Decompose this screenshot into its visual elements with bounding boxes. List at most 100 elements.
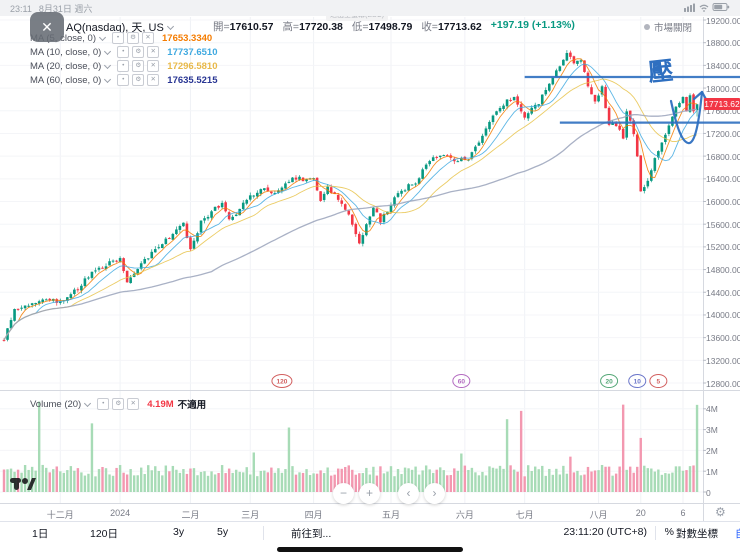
indicator-label: MA (60, close, 0) (30, 74, 102, 86)
volume-label: Volume (20) (30, 398, 82, 410)
symbol-name: AQ(nasdaq), 天, US (66, 22, 164, 34)
circled-number-annotation[interactable]: 60 (452, 374, 471, 388)
chevron-down-icon (84, 399, 92, 407)
time-tick-label: 三月 (241, 510, 260, 520)
price-tick-label: 15200.00 (706, 242, 740, 253)
time-tick-label: 20 (635, 508, 646, 518)
scroll-left-button[interactable]: ‹ (398, 483, 419, 504)
price-tick-label: 18400.00 (706, 60, 740, 71)
status-date: 8月31日 週六 (38, 3, 93, 14)
indicator-visibility-icon[interactable]: • (117, 60, 130, 72)
price-tick-label: 16000.00 (706, 197, 740, 207)
svg-text:10: 10 (634, 379, 642, 386)
indicator-visibility-icon[interactable]: • (117, 74, 130, 86)
circled-number-annotation[interactable]: 5 (649, 374, 668, 388)
time-tick-label: 二月 (181, 510, 200, 520)
chevron-down-icon (104, 61, 112, 69)
home-indicator[interactable] (277, 547, 463, 552)
price-tick-label: 18000.00 (706, 83, 740, 94)
volume-tick-label: 3M (706, 425, 718, 436)
indicator-value: 17296.5810 (167, 60, 218, 72)
zoom-in-button[interactable]: + (359, 483, 380, 504)
volume-tick-label: 0 (706, 487, 711, 498)
price-tick-label: 14800.00 (706, 265, 740, 276)
range-button-5y[interactable]: 5y (217, 526, 229, 538)
range-button-1d[interactable]: 1日 (32, 528, 49, 540)
indicator-settings-icon[interactable]: ⚙ (132, 46, 145, 58)
ohlc-item: 開=17610.57 (213, 21, 274, 33)
time-tick-label: 2024 (110, 508, 131, 518)
market-status-dot-icon (643, 24, 650, 30)
price-tick-label: 19200.00 (706, 15, 740, 26)
price-tick-label: 12800.00 (706, 378, 740, 389)
indicator-value: 17635.5215 (167, 74, 218, 86)
price-tick-label: 13600.00 (706, 333, 740, 344)
percent-scale-button[interactable]: % (664, 526, 674, 538)
time-tick-label: 四月 (304, 510, 323, 520)
indicator-settings-icon[interactable]: ⚙ (127, 32, 139, 44)
circled-number-annotation[interactable]: 10 (628, 374, 647, 388)
price-tick-label: 14000.00 (706, 310, 740, 321)
volume-na: 不適用 (177, 400, 207, 411)
indicator-row[interactable]: MA (5, close, 0) • ⚙ ✕ 17653.3340 (30, 32, 212, 44)
battery-icon (712, 3, 730, 11)
svg-text:120: 120 (276, 379, 287, 386)
tradingview-logo[interactable] (10, 474, 36, 492)
range-button-3y[interactable]: 3y (173, 526, 185, 538)
indicator-settings-icon[interactable]: ⚙ (132, 74, 145, 86)
last-price-tag: 17713.62 (704, 98, 740, 111)
indicator-value: 17737.6510 (167, 46, 218, 58)
circled-number-annotation[interactable]: 120 (271, 374, 293, 388)
indicator-row[interactable]: MA (10, close, 0) • ⚙ ✕ 17737.6510 (30, 46, 217, 58)
svg-text:5: 5 (657, 379, 661, 386)
checkmark-arrow-annotation (669, 90, 704, 145)
auto-scale-button[interactable]: 自動 (735, 526, 740, 541)
indicator-remove-icon[interactable]: ✕ (147, 74, 160, 86)
time-tick-label: 6 (680, 508, 686, 518)
chevron-down-icon (104, 75, 112, 83)
drawing-annotations[interactable] (524, 75, 740, 145)
indicator-remove-icon[interactable]: ✕ (147, 60, 160, 72)
indicator-remove-icon[interactable]: ✕ (127, 398, 140, 410)
zoom-out-button[interactable]: − (333, 483, 354, 504)
volume-tick-label: 4M (706, 404, 718, 415)
symbol-header[interactable]: AQ(nasdaq), 天, US (66, 19, 176, 35)
indicator-row[interactable]: MA (60, close, 0) • ⚙ ✕ 17635.5215 (30, 74, 217, 86)
range-button-120d[interactable]: 120日 (90, 528, 119, 540)
price-tick-label: 13200.00 (706, 355, 740, 366)
circled-number-annotation[interactable]: 20 (600, 374, 619, 388)
market-status-label: 市場關閉 (653, 23, 692, 34)
indicator-visibility-icon[interactable]: • (112, 32, 124, 44)
close-icon: ✕ (41, 19, 53, 35)
status-icons (684, 2, 730, 14)
indicator-visibility-icon[interactable]: • (97, 398, 110, 410)
indicator-remove-icon[interactable]: ✕ (147, 46, 160, 58)
price-tick-label: 17600.00 (706, 106, 740, 117)
wifi-icon (699, 4, 709, 12)
log-scale-button[interactable]: 對數坐標 (676, 528, 718, 540)
indicator-remove-icon[interactable]: ✕ (142, 32, 154, 44)
chevron-down-icon (166, 22, 174, 30)
status-bar: 23:11 8月31日 週六 (0, 0, 740, 16)
close-button[interactable]: ✕ (30, 12, 64, 42)
price-tick-label: 15600.00 (706, 219, 740, 230)
status-time: 23:11 (10, 3, 32, 14)
gridlines (0, 17, 703, 503)
indicator-settings-icon[interactable]: ⚙ (132, 60, 145, 72)
candles (2, 50, 699, 342)
indicator-row[interactable]: MA (20, close, 0) • ⚙ ✕ 17296.5810 (30, 60, 217, 72)
indicator-visibility-icon[interactable]: • (117, 46, 130, 58)
scroll-right-button[interactable]: › (424, 483, 445, 504)
indicator-value: 17653.3340 (162, 32, 213, 44)
ohlc-item: 高=17720.38 (282, 21, 343, 33)
time-axis-settings-gear-icon[interactable]: ⚙ (715, 505, 726, 519)
goto-button[interactable]: 前往到... (291, 528, 332, 540)
volume-tick-label: 1M (706, 466, 718, 477)
svg-text:60: 60 (458, 379, 466, 386)
clock[interactable]: 23:11:20 (UTC+8) (563, 526, 647, 538)
indicator-settings-icon[interactable]: ⚙ (112, 398, 125, 410)
volume-legend-row[interactable]: Volume (20) • ⚙ ✕ 4.19M 不適用 (30, 397, 206, 411)
time-tick-label: 五月 (381, 510, 400, 520)
